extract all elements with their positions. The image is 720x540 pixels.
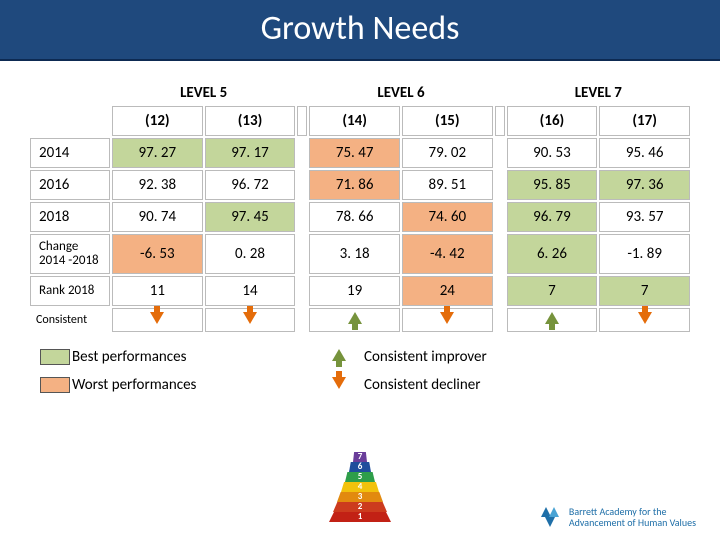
arrow-cell [599,308,690,332]
cell: 6. 26 [507,234,598,274]
footer-logo: Barrett Academy for the Advancement of H… [541,506,696,528]
cell: 7 [599,276,690,306]
legend-decliner: Consistent decliner [364,376,584,394]
cell: 3. 18 [309,234,400,274]
level-6-header: LEVEL 6 [309,79,492,104]
row-change: Change 2014 -2018 -6. 53 0. 28 3. 18 -4.… [30,234,690,274]
legend-worst: Worst performances [72,376,272,394]
trend-arrow-icon [545,312,559,324]
logo-mark-icon [541,506,563,528]
legend: Best performances Consistent improver Wo… [40,348,692,394]
cell: 89. 51 [402,170,493,200]
best-swatch [40,349,70,365]
arrow-cell [309,308,400,332]
cell: -1. 89 [599,234,690,274]
cell: 90. 53 [507,138,598,168]
data-table: LEVEL 5 LEVEL 6 LEVEL 7 (12) (13) (14) (… [28,77,692,334]
row-label: 2016 [30,170,110,200]
cell: 7 [507,276,598,306]
col-13: (13) [205,106,296,136]
cell: 95. 85 [507,170,598,200]
cell: 79. 02 [402,138,493,168]
consistent-label: Consistent [30,308,110,332]
arrow-cell [507,308,598,332]
cell: 78. 66 [309,202,400,232]
col-17: (17) [599,106,690,136]
arrow-cell [112,308,203,332]
trend-arrow-icon [348,312,362,324]
cell: 95. 46 [599,138,690,168]
row-2016: 2016 92. 38 96. 72 71. 86 89. 51 95. 85 … [30,170,690,200]
pyramid-icon: 7654321 [328,452,392,526]
cell: 0. 28 [205,234,296,274]
trend-arrow-icon [638,312,652,324]
cell: 11 [112,276,203,306]
worst-swatch [40,377,70,393]
cell: 93. 57 [599,202,690,232]
level-7-header: LEVEL 7 [507,79,690,104]
cell: 19 [309,276,400,306]
row-label: 2018 [30,202,110,232]
footer-line2: Advancement of Human Values [569,517,696,528]
page-title: Growth Needs [0,0,720,61]
trend-arrow-icon [150,312,164,324]
cell: 14 [205,276,296,306]
cell: 97. 17 [205,138,296,168]
row-2014: 2014 97. 27 97. 17 75. 47 79. 02 90. 53 … [30,138,690,168]
improver-arrow-icon [332,348,364,366]
cell: 74. 60 [402,202,493,232]
cell: 92. 38 [112,170,203,200]
cell: -6. 53 [112,234,203,274]
cell: 71. 86 [309,170,400,200]
cell: 24 [402,276,493,306]
row-rank: Rank 2018 11 14 19 24 7 7 [30,276,690,306]
col-16: (16) [507,106,598,136]
col-12: (12) [112,106,203,136]
cell: 96. 79 [507,202,598,232]
arrow-cell [402,308,493,332]
legend-best: Best performances [72,348,272,366]
col-15: (15) [402,106,493,136]
col-14: (14) [309,106,400,136]
trend-arrow-icon [440,312,454,324]
legend-improver: Consistent improver [364,348,584,366]
row-2018: 2018 90. 74 97. 45 78. 66 74. 60 96. 79 … [30,202,690,232]
cell: 75. 47 [309,138,400,168]
cell: 97. 36 [599,170,690,200]
cell: 97. 27 [112,138,203,168]
arrow-cell [205,308,296,332]
trend-arrow-icon [243,312,257,324]
column-header-row: (12) (13) (14) (15) (16) (17) [30,106,690,136]
decliner-arrow-icon [332,376,364,394]
level-5-header: LEVEL 5 [112,79,295,104]
cell: 90. 74 [112,202,203,232]
row-label: Change 2014 -2018 [30,234,110,274]
row-label: 2014 [30,138,110,168]
row-label: Rank 2018 [30,276,110,306]
level-header-row: LEVEL 5 LEVEL 6 LEVEL 7 [30,79,690,104]
cell: -4. 42 [402,234,493,274]
row-consistent: Consistent [30,308,690,332]
cell: 96. 72 [205,170,296,200]
cell: 97. 45 [205,202,296,232]
